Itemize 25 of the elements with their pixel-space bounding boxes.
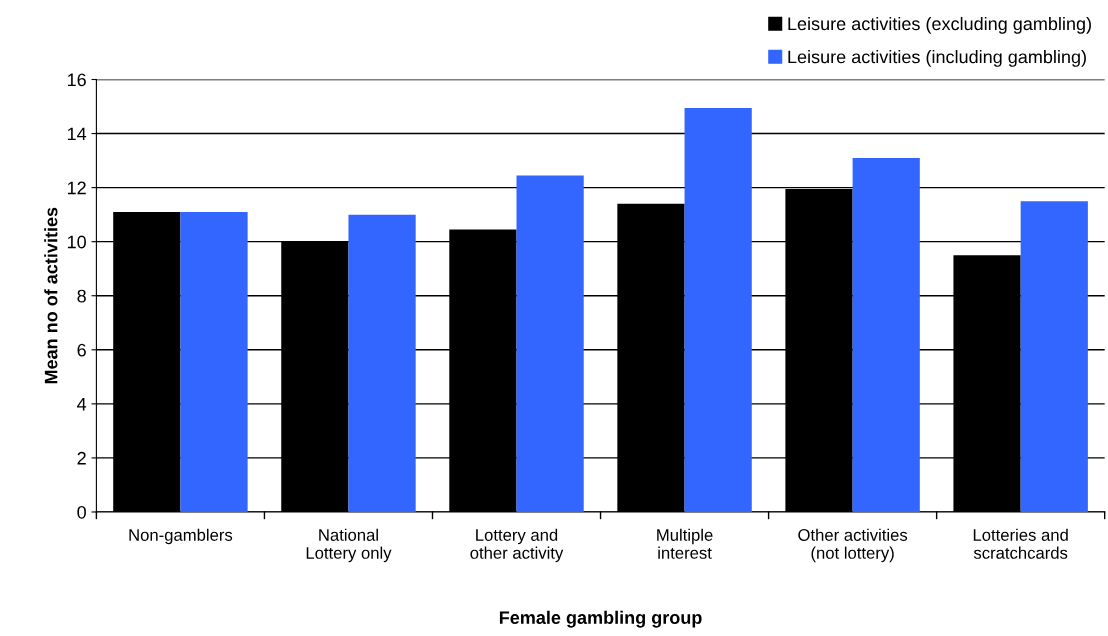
bar xyxy=(348,214,416,512)
bar xyxy=(180,211,248,512)
y-tick-label: 12 xyxy=(67,181,86,195)
y-tick-label: 6 xyxy=(77,343,86,357)
y-axis-title: Mean no of activities xyxy=(44,207,58,384)
y-tick-label: 14 xyxy=(67,127,87,141)
y-tick-label: 10 xyxy=(67,235,86,249)
x-tick-label: Other activities (not lottery) xyxy=(798,528,908,563)
x-tick-label: Lottery and other activity xyxy=(470,528,564,563)
x-tick-label: National Lottery only xyxy=(306,528,392,563)
x-tick-label: Lotteries and scratchcards xyxy=(973,528,1068,559)
x-axis-title: Female gambling group xyxy=(499,610,702,628)
y-tick-label: 0 xyxy=(77,505,86,519)
legend-label: Leisure activities (including gambling) xyxy=(788,50,1086,67)
x-tick-label: Multiple interest xyxy=(657,528,713,559)
bar xyxy=(852,157,920,512)
y-tick-label: 4 xyxy=(77,397,87,411)
bar xyxy=(516,175,584,512)
x-tick-label: Non-gamblers xyxy=(129,528,233,545)
y-tick-label: 2 xyxy=(77,451,86,465)
bar xyxy=(1020,201,1088,512)
y-tick-label: 8 xyxy=(77,289,86,303)
bar xyxy=(684,107,752,512)
y-tick-label: 16 xyxy=(67,73,86,87)
legend-label: Leisure activities (excluding gambling) xyxy=(788,16,1091,34)
